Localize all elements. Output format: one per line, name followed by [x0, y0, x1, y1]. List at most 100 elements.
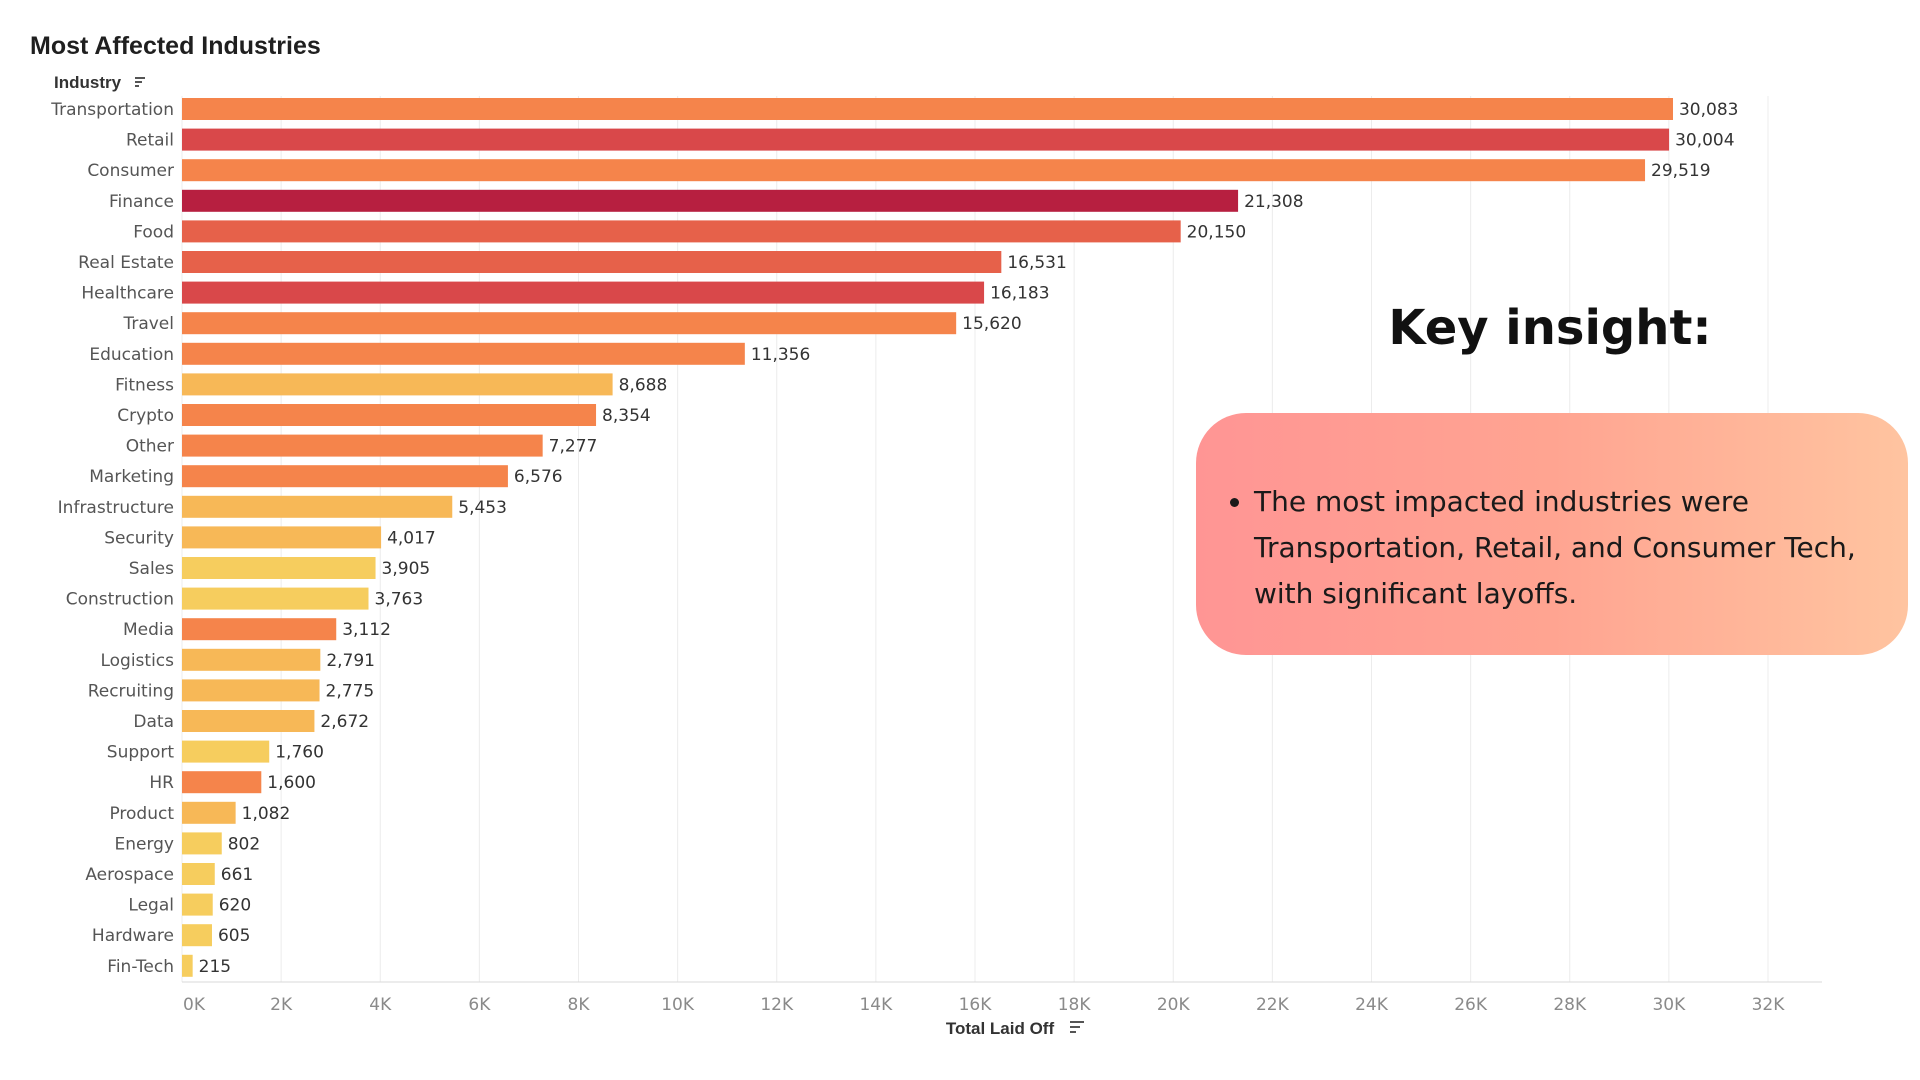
x-tick-label: 32K — [1752, 995, 1786, 1015]
value-label: 620 — [219, 896, 251, 916]
category-label: HR — [149, 773, 174, 793]
chart-title: Most Affected Industries — [30, 32, 321, 60]
value-label: 661 — [221, 865, 253, 885]
category-label: Fitness — [115, 375, 174, 395]
category-label: Hardware — [92, 926, 174, 946]
bar[interactable] — [182, 557, 376, 579]
bar[interactable] — [182, 924, 212, 947]
x-tick-label: 16K — [959, 995, 993, 1015]
y-axis-sort-icon[interactable] — [135, 77, 145, 87]
category-label: Legal — [128, 896, 174, 916]
insight-box: The most impacted industries were Transp… — [1196, 413, 1908, 655]
bar[interactable] — [182, 312, 957, 335]
category-label: Construction — [66, 590, 174, 610]
value-label: 1,082 — [242, 804, 291, 824]
category-label: Education — [89, 345, 174, 365]
x-tick-label: 2K — [270, 995, 293, 1015]
bar[interactable] — [182, 220, 1181, 243]
x-tick-label: 12K — [760, 995, 794, 1015]
x-axis-title: Total Laid Off — [946, 1019, 1055, 1038]
bar[interactable] — [182, 128, 1670, 151]
bar[interactable] — [182, 189, 1239, 212]
bar[interactable] — [182, 342, 745, 365]
category-label: Other — [126, 437, 174, 457]
category-label: Data — [133, 712, 174, 732]
value-label: 2,791 — [326, 651, 375, 671]
bar[interactable] — [182, 159, 1646, 182]
x-tick-label: 26K — [1454, 995, 1488, 1015]
insight-list: The most impacted industries were Transp… — [1226, 479, 1858, 617]
category-label: Media — [123, 620, 174, 640]
value-label: 8,354 — [602, 406, 651, 426]
value-label: 8,688 — [619, 375, 668, 395]
category-label: Transportation — [50, 100, 174, 120]
category-label: Sales — [129, 559, 174, 579]
bar[interactable] — [182, 954, 193, 977]
category-label: Marketing — [89, 467, 174, 487]
bar[interactable] — [182, 587, 369, 610]
category-label: Recruiting — [88, 681, 174, 701]
bar[interactable] — [182, 251, 1002, 273]
x-tick-label: 0K — [183, 995, 206, 1015]
value-label: 1,760 — [275, 743, 324, 763]
bar[interactable] — [182, 893, 213, 916]
value-label: 605 — [218, 926, 250, 946]
category-label: Product — [109, 804, 174, 824]
bar[interactable] — [182, 771, 262, 794]
value-label: 21,308 — [1244, 192, 1303, 212]
category-label: Healthcare — [81, 284, 174, 304]
bar[interactable] — [182, 832, 222, 855]
bar[interactable] — [182, 740, 270, 763]
category-label: Real Estate — [78, 253, 174, 273]
category-label: Consumer — [87, 161, 174, 181]
category-label: Retail — [126, 131, 174, 151]
category-label: Aerospace — [85, 865, 174, 885]
x-axis-sort-icon[interactable] — [1070, 1021, 1084, 1033]
value-labels: 30,083 30,004 29,519 21,308 20,150 16,531 16,1… — [199, 100, 1739, 977]
bar[interactable] — [182, 281, 985, 304]
category-label: Security — [104, 528, 174, 548]
value-label: 5,453 — [458, 498, 507, 518]
value-label: 6,576 — [514, 467, 563, 487]
value-label: 29,519 — [1651, 161, 1710, 181]
value-label: 4,017 — [387, 528, 436, 548]
bar[interactable] — [182, 648, 321, 671]
x-tick-label: 18K — [1058, 995, 1092, 1015]
value-label: 16,183 — [990, 284, 1049, 304]
bar[interactable] — [182, 679, 320, 702]
insight-bullet: The most impacted industries were Transp… — [1254, 479, 1858, 617]
category-label: Finance — [109, 192, 174, 212]
value-label: 3,112 — [342, 620, 391, 640]
bar[interactable] — [182, 465, 508, 488]
bar[interactable] — [182, 801, 236, 824]
bar[interactable] — [182, 98, 1673, 120]
value-label: 802 — [228, 834, 260, 854]
bar[interactable] — [182, 863, 215, 885]
bar[interactable] — [182, 526, 382, 549]
insight-heading: Key insight: — [1388, 300, 1712, 356]
category-label: Energy — [114, 834, 174, 854]
value-label: 15,620 — [962, 314, 1021, 334]
y-axis-title: Industry — [54, 73, 122, 92]
x-tick-label: 6K — [468, 995, 491, 1015]
category-label: Support — [107, 743, 175, 763]
value-label: 215 — [199, 957, 231, 977]
bar[interactable] — [182, 710, 315, 732]
bar[interactable] — [182, 434, 543, 457]
x-axis-ticks: 0K 2K 4K 6K 8K 10K 12K 14K 16K 18K 20K 22K 24K 26K 28K… — [183, 995, 1785, 1015]
bar[interactable] — [182, 618, 337, 641]
x-tick-label: 22K — [1256, 995, 1290, 1015]
x-tick-label: 30K — [1652, 995, 1686, 1015]
category-label: Crypto — [117, 406, 174, 426]
value-label: 3,905 — [382, 559, 431, 579]
bar[interactable] — [182, 495, 453, 518]
value-label: 2,672 — [320, 712, 369, 732]
bars — [182, 98, 1673, 977]
x-tick-label: 20K — [1157, 995, 1191, 1015]
bar[interactable] — [182, 373, 613, 396]
bar[interactable] — [182, 404, 597, 426]
category-label: Food — [133, 222, 174, 242]
category-labels: Transportation Retail Consumer Finance Food R… — [50, 100, 174, 977]
value-label: 11,356 — [751, 345, 810, 365]
